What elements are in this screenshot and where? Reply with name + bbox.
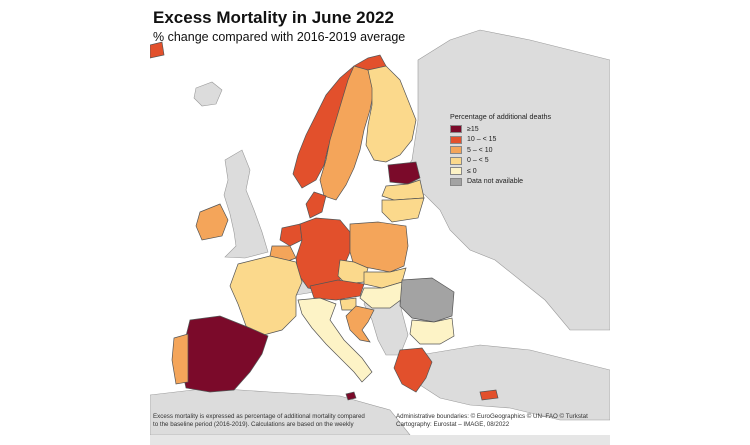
legend-item: 10 – < 15	[450, 135, 590, 146]
footer-note-right: Administrative boundaries: © EuroGeograp…	[396, 413, 588, 429]
legend-item: Data not available	[450, 177, 590, 188]
country-france	[229, 255, 303, 337]
legend-label: ≥15	[467, 125, 479, 133]
country-lithuania	[381, 197, 425, 223]
country-austria	[309, 279, 365, 301]
legend-label: 10 – < 15	[467, 136, 497, 144]
country-netherlands	[279, 223, 303, 247]
legend-swatch	[450, 156, 462, 165]
country-estonia	[387, 161, 421, 185]
country-poland	[349, 221, 409, 273]
country-bulgaria	[409, 317, 455, 345]
country-romania	[399, 277, 455, 323]
united-kingdom	[223, 149, 269, 259]
country-italy	[297, 297, 373, 383]
country-ireland	[195, 203, 229, 241]
legend-item: 0 – < 5	[450, 156, 590, 167]
svalbard-grey	[193, 81, 223, 107]
legend-swatch	[450, 177, 462, 186]
map-subtitle: % change compared with 2016-2019 average	[153, 30, 406, 44]
country-portugal	[171, 333, 189, 385]
map-legend: Percentage of additional deaths ≥15 10 – …	[450, 112, 590, 187]
legend-swatch	[450, 167, 462, 176]
country-sweden	[319, 65, 375, 201]
legend-label: 0 – < 5	[467, 157, 489, 165]
country-iceland	[150, 41, 165, 59]
legend-title: Percentage of additional deaths	[450, 112, 552, 121]
non-eu-land	[150, 29, 610, 436]
country-malta	[345, 391, 357, 401]
legend-swatch	[450, 146, 462, 155]
legend-item: ≥15	[450, 124, 590, 135]
legend-item: 5 – < 10	[450, 145, 590, 156]
europe-map	[150, 29, 610, 436]
country-croatia	[345, 305, 375, 343]
footer-left-line: to the baseline period (2016-2019). Calc…	[153, 421, 354, 428]
footer-right-line: Administrative boundaries: © EuroGeograp…	[396, 413, 588, 420]
map-figure: Excess Mortality in June 2022 % change c…	[150, 0, 610, 445]
legend-items: ≥15 10 – < 15 5 – < 10 0 – < 5 ≤ 0 Data not a…	[450, 124, 590, 187]
country-finland	[365, 65, 417, 163]
legend-swatch	[450, 135, 462, 144]
legend-item: ≤ 0	[450, 166, 590, 177]
country-greece	[393, 347, 433, 393]
turkey	[419, 344, 610, 421]
country-hungary	[359, 281, 407, 309]
footer-left-line: Excess mortality is expressed as percent…	[153, 413, 365, 420]
legend-swatch	[450, 125, 462, 134]
bottom-bar	[150, 435, 610, 445]
footer-note-left: Excess mortality is expressed as percent…	[153, 413, 365, 429]
country-denmark	[305, 191, 327, 219]
legend-label: Data not available	[467, 178, 524, 186]
country-cyprus	[479, 389, 499, 401]
footer-right-line: Cartography: Eurostat – IMAGE, 08/2022	[396, 421, 510, 428]
legend-label: 5 – < 10	[467, 146, 493, 154]
legend-label: ≤ 0	[467, 167, 477, 175]
map-title: Excess Mortality in June 2022	[153, 8, 394, 27]
